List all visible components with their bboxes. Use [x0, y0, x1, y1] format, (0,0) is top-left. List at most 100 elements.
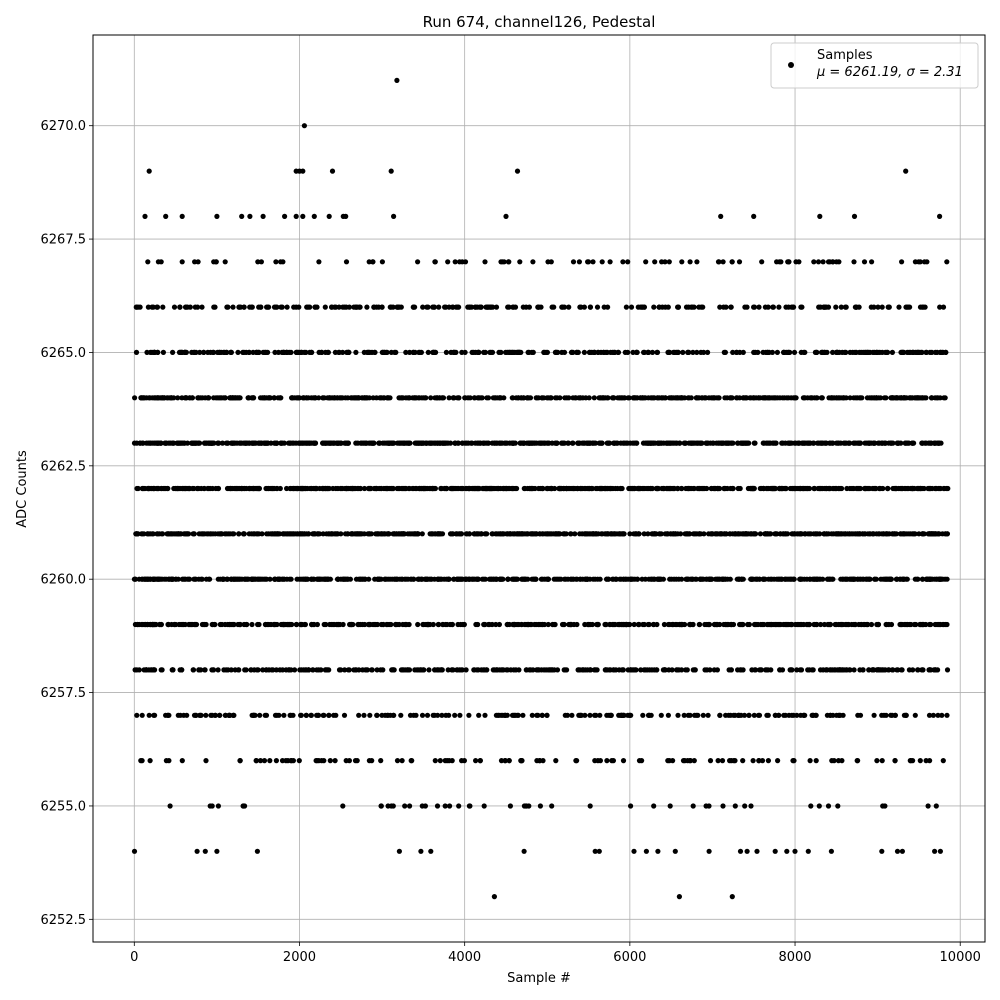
- data-point: [587, 304, 594, 310]
- data-point: [457, 576, 463, 582]
- data-point: [732, 803, 738, 809]
- data-point: [155, 259, 161, 265]
- data-point: [864, 576, 870, 582]
- data-point: [851, 213, 858, 219]
- data-point: [847, 395, 853, 401]
- data-point: [827, 485, 833, 492]
- data-point: [246, 485, 252, 492]
- data-point: [596, 440, 602, 446]
- data-point: [765, 349, 771, 355]
- data-point: [721, 485, 727, 492]
- data-point: [348, 621, 354, 628]
- data-point: [544, 485, 550, 492]
- data-point: [227, 621, 233, 628]
- data-point: [649, 531, 656, 537]
- data-point: [918, 485, 924, 492]
- data-point: [378, 576, 384, 582]
- data-point: [322, 304, 328, 310]
- data-point: [654, 349, 660, 355]
- data-point: [482, 531, 488, 537]
- data-point: [253, 758, 259, 764]
- data-point: [447, 531, 454, 537]
- data-point: [254, 848, 260, 854]
- data-point: [681, 712, 687, 718]
- data-point: [437, 395, 443, 401]
- data-point: [582, 621, 588, 628]
- data-point: [341, 712, 348, 718]
- data-point: [898, 349, 904, 355]
- data-point: [812, 485, 818, 492]
- data-point: [855, 712, 861, 718]
- data-point: [232, 485, 238, 492]
- data-point: [781, 712, 787, 718]
- data-point: [719, 440, 726, 446]
- data-point: [592, 440, 599, 446]
- data-point: [336, 667, 343, 673]
- data-point: [407, 803, 413, 809]
- data-point: [183, 304, 189, 310]
- data-point: [255, 259, 261, 265]
- data-point: [134, 667, 140, 673]
- data-point: [503, 213, 509, 219]
- data-point: [228, 349, 234, 355]
- data-point: [327, 758, 333, 764]
- data-point: [781, 349, 787, 355]
- data-point: [342, 667, 348, 673]
- data-point: [670, 758, 676, 764]
- data-point: [510, 576, 517, 582]
- data-point: [753, 531, 759, 537]
- data-point: [482, 712, 488, 718]
- data-point: [617, 531, 623, 537]
- data-point: [605, 304, 611, 310]
- data-point: [545, 621, 551, 628]
- data-point: [776, 712, 782, 718]
- data-point: [524, 531, 531, 537]
- data-point: [844, 485, 850, 492]
- data-point: [647, 440, 654, 446]
- data-point: [312, 395, 318, 401]
- data-point: [813, 531, 819, 537]
- data-point: [752, 667, 759, 673]
- data-point: [785, 395, 792, 401]
- data-point: [434, 667, 440, 673]
- data-point: [660, 576, 667, 582]
- data-point: [553, 758, 559, 764]
- data-point: [919, 349, 925, 355]
- data-point: [421, 667, 427, 673]
- data-point: [790, 304, 796, 310]
- data-point: [939, 712, 945, 718]
- data-point: [370, 259, 376, 265]
- data-point: [298, 712, 304, 718]
- data-point: [630, 395, 636, 401]
- data-point: [841, 531, 847, 537]
- data-point: [892, 712, 898, 718]
- data-point: [651, 304, 657, 310]
- data-point: [675, 712, 681, 718]
- data-point: [280, 531, 286, 537]
- data-point: [685, 349, 691, 355]
- data-point: [649, 349, 656, 355]
- data-point: [240, 349, 246, 355]
- data-point: [194, 485, 200, 492]
- data-point: [194, 848, 200, 854]
- data-point: [476, 349, 482, 355]
- data-point: [801, 349, 807, 355]
- data-point: [391, 213, 397, 219]
- data-point: [944, 259, 950, 265]
- data-point: [541, 667, 547, 673]
- data-point: [927, 349, 933, 355]
- data-point: [498, 349, 504, 355]
- data-point: [573, 395, 579, 401]
- data-point: [257, 712, 263, 718]
- data-point: [145, 259, 151, 265]
- data-point: [690, 621, 696, 628]
- data-point: [293, 213, 299, 219]
- data-point: [424, 576, 430, 582]
- data-point: [440, 621, 446, 628]
- data-point: [205, 349, 211, 355]
- data-point: [875, 304, 881, 310]
- data-point: [271, 485, 277, 492]
- data-point: [465, 440, 471, 446]
- data-point: [213, 259, 219, 265]
- data-point: [641, 621, 648, 628]
